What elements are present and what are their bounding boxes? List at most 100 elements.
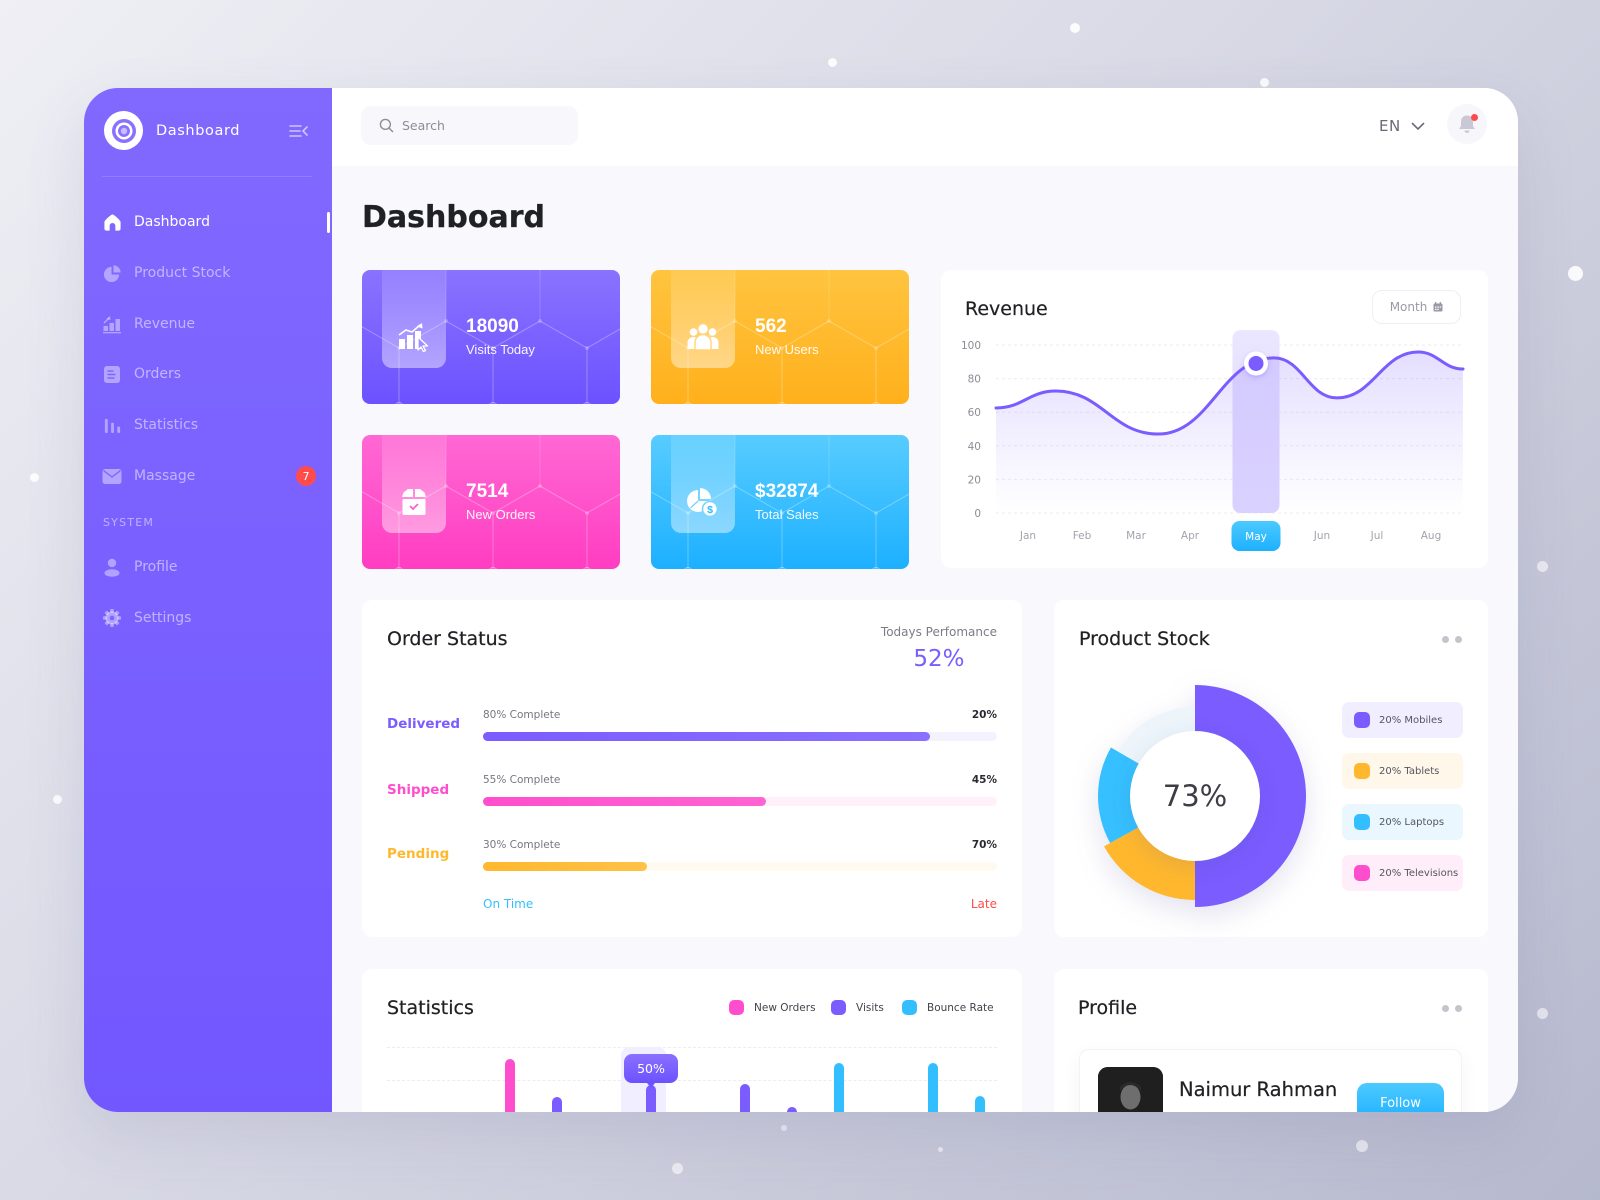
logo-icon — [111, 118, 136, 143]
svg-text:$: $ — [707, 504, 713, 516]
stat-value: $32874 — [755, 481, 819, 502]
status-label-pending: Pending — [387, 846, 450, 862]
stat-bar[interactable] — [834, 1062, 844, 1112]
chevron-down-icon — [1411, 122, 1425, 131]
legend-item-televisions[interactable]: 20% Televisions — [1342, 855, 1463, 891]
sidebar-item-label: Orders — [134, 366, 182, 382]
follow-button[interactable]: Follow — [1357, 1083, 1444, 1112]
sidebar-item-label: Dashboard — [134, 214, 210, 230]
bar-tooltip: 50% — [624, 1054, 678, 1088]
stat-card-visits[interactable]: 18090 Visits Today — [362, 270, 620, 404]
order-box-icon — [402, 489, 426, 515]
legend-label: New Orders — [754, 1001, 816, 1014]
search-input[interactable] — [402, 118, 562, 133]
notifications-button[interactable] — [1447, 104, 1487, 144]
legend-label: 20% Laptops — [1379, 816, 1445, 828]
sidebar-item-dashboard[interactable]: Dashboard — [100, 208, 314, 236]
stat-bar[interactable] — [975, 1095, 985, 1112]
sidebar-item-profile[interactable]: Profile — [100, 553, 314, 581]
stat-card-orders[interactable]: 7514 New Orders — [362, 435, 620, 569]
sidebar-item-label: Revenue — [134, 316, 195, 332]
sidebar-item-label: Product Stock — [134, 265, 231, 281]
legend-item-laptops[interactable]: 20% Laptops — [1342, 804, 1463, 840]
sidebar-item-label: Statistics — [134, 417, 198, 433]
hex-pattern — [362, 270, 620, 404]
revenue-area — [996, 352, 1463, 513]
statistics-title: Statistics — [387, 997, 474, 1019]
search-icon — [379, 118, 394, 133]
sidebar-item-label: Massage — [134, 468, 196, 484]
period-label: Month — [1389, 300, 1428, 314]
more-options-button[interactable] — [1442, 636, 1462, 643]
complete-text: 55% Complete — [483, 774, 561, 786]
language-selector[interactable]: EN — [1379, 115, 1425, 137]
legend-swatch — [1354, 814, 1370, 830]
revenue-line-chart[interactable]: 0 20 40 60 80 100 Jan Feb Mar Apr May Jun Jul Aug — [941, 270, 1488, 568]
progress-track-pending — [483, 862, 997, 871]
stat-card-users[interactable]: 562 New Users — [651, 270, 909, 404]
sidebar-item-settings[interactable]: Settings — [100, 604, 314, 632]
svg-text:0: 0 — [974, 508, 981, 520]
performance-label: Todays Perfomance — [880, 625, 997, 639]
progress-fill-pending — [483, 862, 648, 871]
legend-visits[interactable]: Visits — [831, 1000, 884, 1015]
svg-text:Aug: Aug — [1421, 530, 1442, 542]
avatar[interactable] — [1098, 1067, 1163, 1112]
stat-bar[interactable] — [928, 1062, 938, 1112]
legend-bounce-rate[interactable]: Bounce Rate — [902, 1000, 994, 1015]
decor-dot — [1537, 1008, 1548, 1019]
more-options-button[interactable] — [1442, 1005, 1462, 1012]
performance-block: Todays Perfomance 52% — [881, 624, 997, 674]
stat-label: Visits Today — [466, 342, 535, 357]
revenue-grid: 0 20 40 60 80 100 — [961, 340, 1463, 520]
logo[interactable] — [104, 111, 143, 150]
stat-value: 18090 — [466, 316, 519, 337]
page-title: Dashboard — [362, 200, 545, 235]
order-status-card: Order Status Todays Perfomance 52% Deliv… — [362, 600, 1022, 937]
visits-chart-icon — [398, 323, 429, 352]
sidebar-item-revenue[interactable]: Revenue — [100, 310, 314, 338]
menu-collapse-icon — [289, 125, 308, 137]
stat-value: 7514 — [466, 481, 509, 502]
collapse-menu-button[interactable] — [289, 121, 309, 141]
avatar-photo — [1098, 1067, 1163, 1112]
users-group-icon — [687, 322, 719, 351]
stat-bar[interactable] — [646, 1085, 656, 1112]
stat-bar[interactable] — [740, 1083, 750, 1112]
legend-item-mobiles[interactable]: 20% Mobiles — [1342, 702, 1463, 738]
legend-label: 20% Tablets — [1379, 765, 1440, 777]
progress-track-delivered — [483, 732, 997, 741]
revenue-title: Revenue — [965, 298, 1048, 320]
sidebar-item-massage[interactable]: Massage 7 — [100, 462, 316, 490]
stat-bar[interactable] — [552, 1096, 562, 1112]
on-time-label: On Time — [483, 897, 534, 911]
decor-dot — [1260, 78, 1269, 87]
section-label-system: SYSTEM — [103, 516, 155, 529]
sidebar-item-statistics[interactable]: Statistics — [100, 411, 314, 439]
stat-label: Total Sales — [755, 507, 819, 522]
legend-new-orders[interactable]: New Orders — [729, 1000, 816, 1015]
revenue-chart-icon — [100, 312, 124, 336]
search-box[interactable] — [361, 106, 578, 145]
period-selector-button[interactable]: Month — [1372, 290, 1461, 324]
sidebar-item-product-stock[interactable]: Product Stock — [100, 259, 314, 287]
user-icon — [100, 555, 124, 579]
legend-label: Bounce Rate — [927, 1001, 994, 1014]
revenue-marker[interactable] — [1244, 351, 1268, 376]
legend-label: 20% Mobiles — [1379, 714, 1443, 726]
complete-text: 80% Complete — [483, 709, 561, 721]
sidebar-item-orders[interactable]: Orders — [100, 360, 314, 388]
status-label-shipped: Shipped — [387, 782, 450, 798]
product-stock-title: Product Stock — [1079, 628, 1210, 650]
stat-card-sales[interactable]: $ $32874 Total Sales — [651, 435, 909, 569]
pie-chart-icon — [100, 261, 124, 285]
revenue-x-axis: Jan Feb Mar Apr May Jun Jul Aug — [1019, 521, 1441, 551]
stat-bar[interactable] — [787, 1107, 797, 1112]
stat-bar[interactable] — [505, 1058, 515, 1112]
legend-label: Visits — [856, 1001, 884, 1014]
revenue-card: Revenue Month 0 20 40 60 80 100 Jan Feb Mar Apr M… — [941, 270, 1488, 568]
legend-swatch — [1354, 865, 1370, 881]
active-indicator — [327, 212, 330, 233]
legend-item-tablets[interactable]: 20% Tablets — [1342, 753, 1463, 789]
dot-icon — [1442, 636, 1449, 643]
